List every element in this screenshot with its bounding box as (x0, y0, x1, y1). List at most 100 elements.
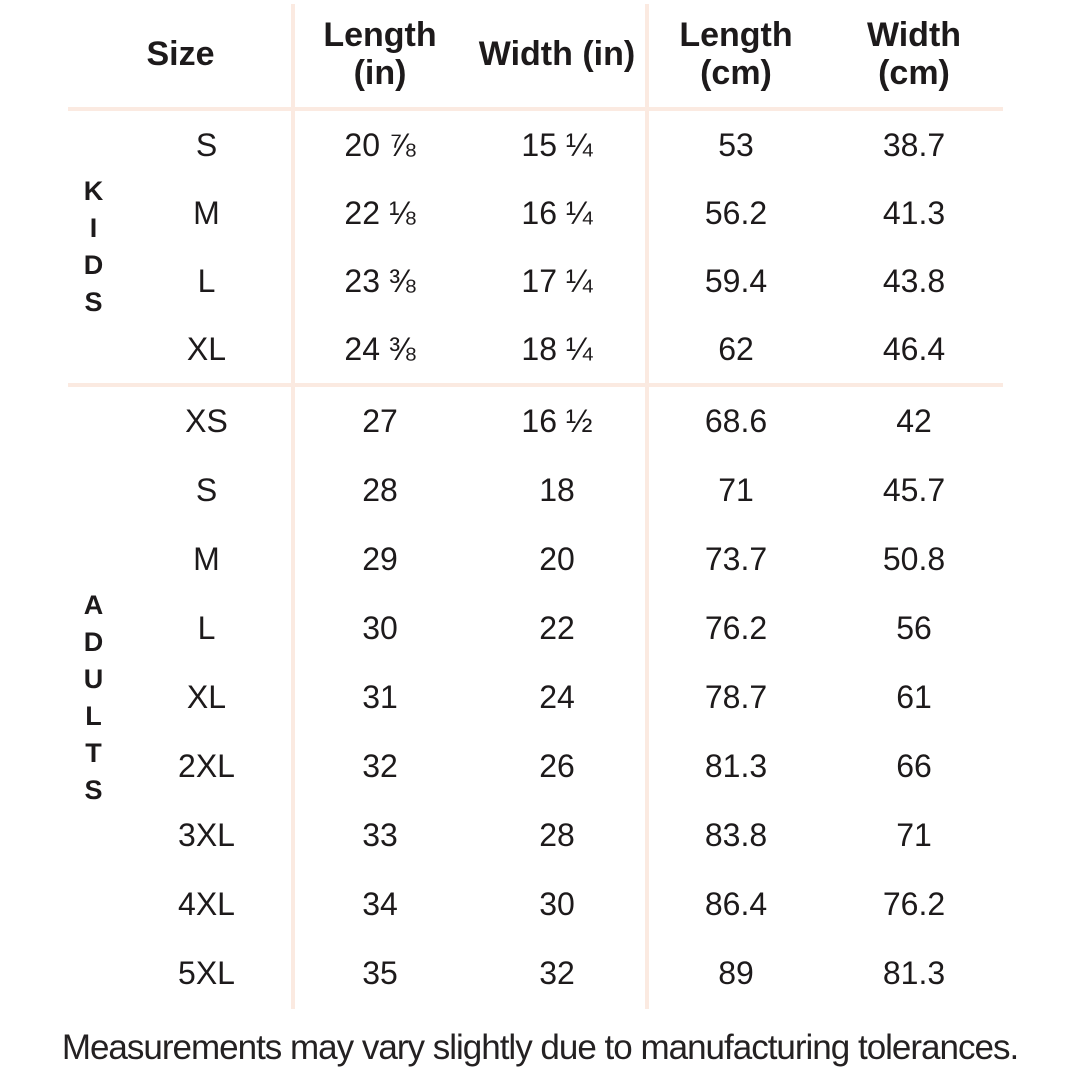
cell-length-cm: 89 (718, 955, 754, 991)
header-width-in-line1: Width (in) (478, 34, 636, 73)
cell-length-in: 32 (362, 748, 398, 784)
cell-width-cm: 76.2 (882, 886, 946, 922)
cell-width-in: 15 ¼ (521, 126, 593, 163)
cell-length-cm: 62 (718, 330, 754, 367)
header-length-cm-line1: Length (679, 15, 793, 54)
header-length-in: Length (in) (293, 0, 467, 107)
cell-length-cm: 56.2 (704, 194, 768, 231)
cell-width-in: 22 (539, 610, 575, 646)
table-row: 5XL 35 32 89 81.3 (68, 939, 1003, 1008)
header-length-cm: Length (cm) (647, 0, 825, 107)
header-width-cm: Width (cm) (825, 0, 1003, 107)
header-length-cm-line2: (cm) (700, 53, 772, 92)
cell-size: M (193, 194, 220, 231)
kids-section: K I D S S 20 ⅞ 15 ¼ 53 38.7 M 22 ⅛ 16 ¼ … (68, 111, 1003, 383)
cell-width-cm: 46.4 (882, 330, 946, 367)
kids-rows: S 20 ⅞ 15 ¼ 53 38.7 M 22 ⅛ 16 ¼ 56.2 41.… (68, 111, 1003, 383)
cell-width-cm: 38.7 (882, 126, 946, 163)
kids-group-label: K I D S (83, 176, 105, 317)
cell-size: 2XL (178, 748, 235, 784)
cell-size: L (197, 610, 216, 646)
cell-length-cm: 83.8 (704, 817, 768, 853)
adults-group-label: A D U L T S (83, 589, 105, 805)
cell-width-cm: 43.8 (882, 262, 946, 299)
cell-width-in: 28 (539, 817, 575, 853)
cell-width-cm: 56 (896, 610, 932, 646)
cell-width-in: 20 (539, 541, 575, 577)
cell-size: 5XL (178, 955, 235, 991)
cell-length-in: 34 (362, 886, 398, 922)
cell-length-in: 31 (362, 679, 398, 715)
cell-length-in: 29 (362, 541, 398, 577)
cell-length-cm: 71 (718, 472, 754, 508)
table-row: L 30 22 76.2 56 (68, 594, 1003, 663)
table-row: XL 24 ⅜ 18 ¼ 62 46.4 (68, 315, 1003, 383)
header-length-in-line2: (in) (353, 53, 407, 92)
cell-width-cm: 50.8 (882, 541, 946, 577)
cell-width-cm: 42 (896, 403, 932, 439)
cell-width-in: 18 ¼ (521, 330, 593, 367)
cell-length-in: 28 (362, 472, 398, 508)
cell-size: XL (186, 679, 227, 715)
header-width-in: Width (in) (467, 0, 647, 107)
column-divider-right (645, 4, 649, 1009)
cell-size: 4XL (178, 886, 235, 922)
cell-width-cm: 45.7 (882, 472, 946, 508)
cell-width-in: 17 ¼ (521, 262, 593, 299)
table-row: S 20 ⅞ 15 ¼ 53 38.7 (68, 111, 1003, 179)
cell-length-in: 27 (362, 403, 398, 439)
cell-length-cm: 68.6 (704, 403, 768, 439)
adults-section: A D U L T S XS 27 16 ½ 68.6 42 S 28 18 7… (68, 387, 1003, 1008)
cell-width-cm: 41.3 (882, 194, 946, 231)
cell-size: 3XL (178, 817, 235, 853)
cell-length-in: 23 ⅜ (344, 262, 416, 299)
table-row: 2XL 32 26 81.3 66 (68, 732, 1003, 801)
header-divider (68, 107, 1003, 111)
column-divider-left (291, 4, 295, 1009)
table-row: L 23 ⅜ 17 ¼ 59.4 43.8 (68, 247, 1003, 315)
cell-width-in: 16 ½ (521, 403, 593, 439)
cell-length-cm: 73.7 (704, 541, 768, 577)
cell-length-cm: 86.4 (704, 886, 768, 922)
cell-length-cm: 59.4 (704, 262, 768, 299)
cell-size: S (195, 126, 218, 163)
cell-size: L (197, 262, 216, 299)
cell-width-cm: 81.3 (882, 955, 946, 991)
footer-note: Measurements may vary slightly due to ma… (61, 1028, 1019, 1067)
table-row: M 22 ⅛ 16 ¼ 56.2 41.3 (68, 179, 1003, 247)
cell-width-in: 24 (539, 679, 575, 715)
cell-length-cm: 53 (718, 126, 754, 163)
table-row: S 28 18 71 45.7 (68, 456, 1003, 525)
cell-width-cm: 71 (896, 817, 932, 853)
table-row: XL 31 24 78.7 61 (68, 663, 1003, 732)
cell-length-cm: 76.2 (704, 610, 768, 646)
table-row: M 29 20 73.7 50.8 (68, 525, 1003, 594)
cell-width-in: 30 (539, 886, 575, 922)
cell-size: XL (186, 330, 227, 367)
cell-size: XS (185, 403, 228, 439)
adults-rows: XS 27 16 ½ 68.6 42 S 28 18 71 45.7 M 29 … (68, 387, 1003, 1008)
cell-width-in: 26 (539, 748, 575, 784)
cell-length-in: 33 (362, 817, 398, 853)
cell-size: S (195, 472, 218, 508)
cell-length-cm: 81.3 (704, 748, 768, 784)
cell-width-in: 32 (539, 955, 575, 991)
table-row: 4XL 34 30 86.4 76.2 (68, 870, 1003, 939)
kids-adults-divider (68, 383, 1003, 387)
header-size: Size (68, 0, 293, 107)
cell-length-in: 22 ⅛ (344, 194, 416, 231)
cell-length-in: 24 ⅜ (344, 330, 416, 367)
table-row: 3XL 33 28 83.8 71 (68, 801, 1003, 870)
table-header: Size Length (in) Width (in) Length (cm) … (68, 0, 1003, 107)
cell-width-in: 16 ¼ (521, 194, 593, 231)
cell-size: M (193, 541, 220, 577)
cell-width-cm: 66 (896, 748, 932, 784)
header-length-in-line1: Length (323, 15, 437, 54)
cell-length-in: 30 (362, 610, 398, 646)
cell-length-in: 20 ⅞ (344, 126, 416, 163)
table-row: XS 27 16 ½ 68.6 42 (68, 387, 1003, 456)
header-width-cm-line1: Width (866, 15, 962, 54)
cell-length-in: 35 (362, 955, 398, 991)
header-width-cm-line2: (cm) (878, 53, 950, 92)
